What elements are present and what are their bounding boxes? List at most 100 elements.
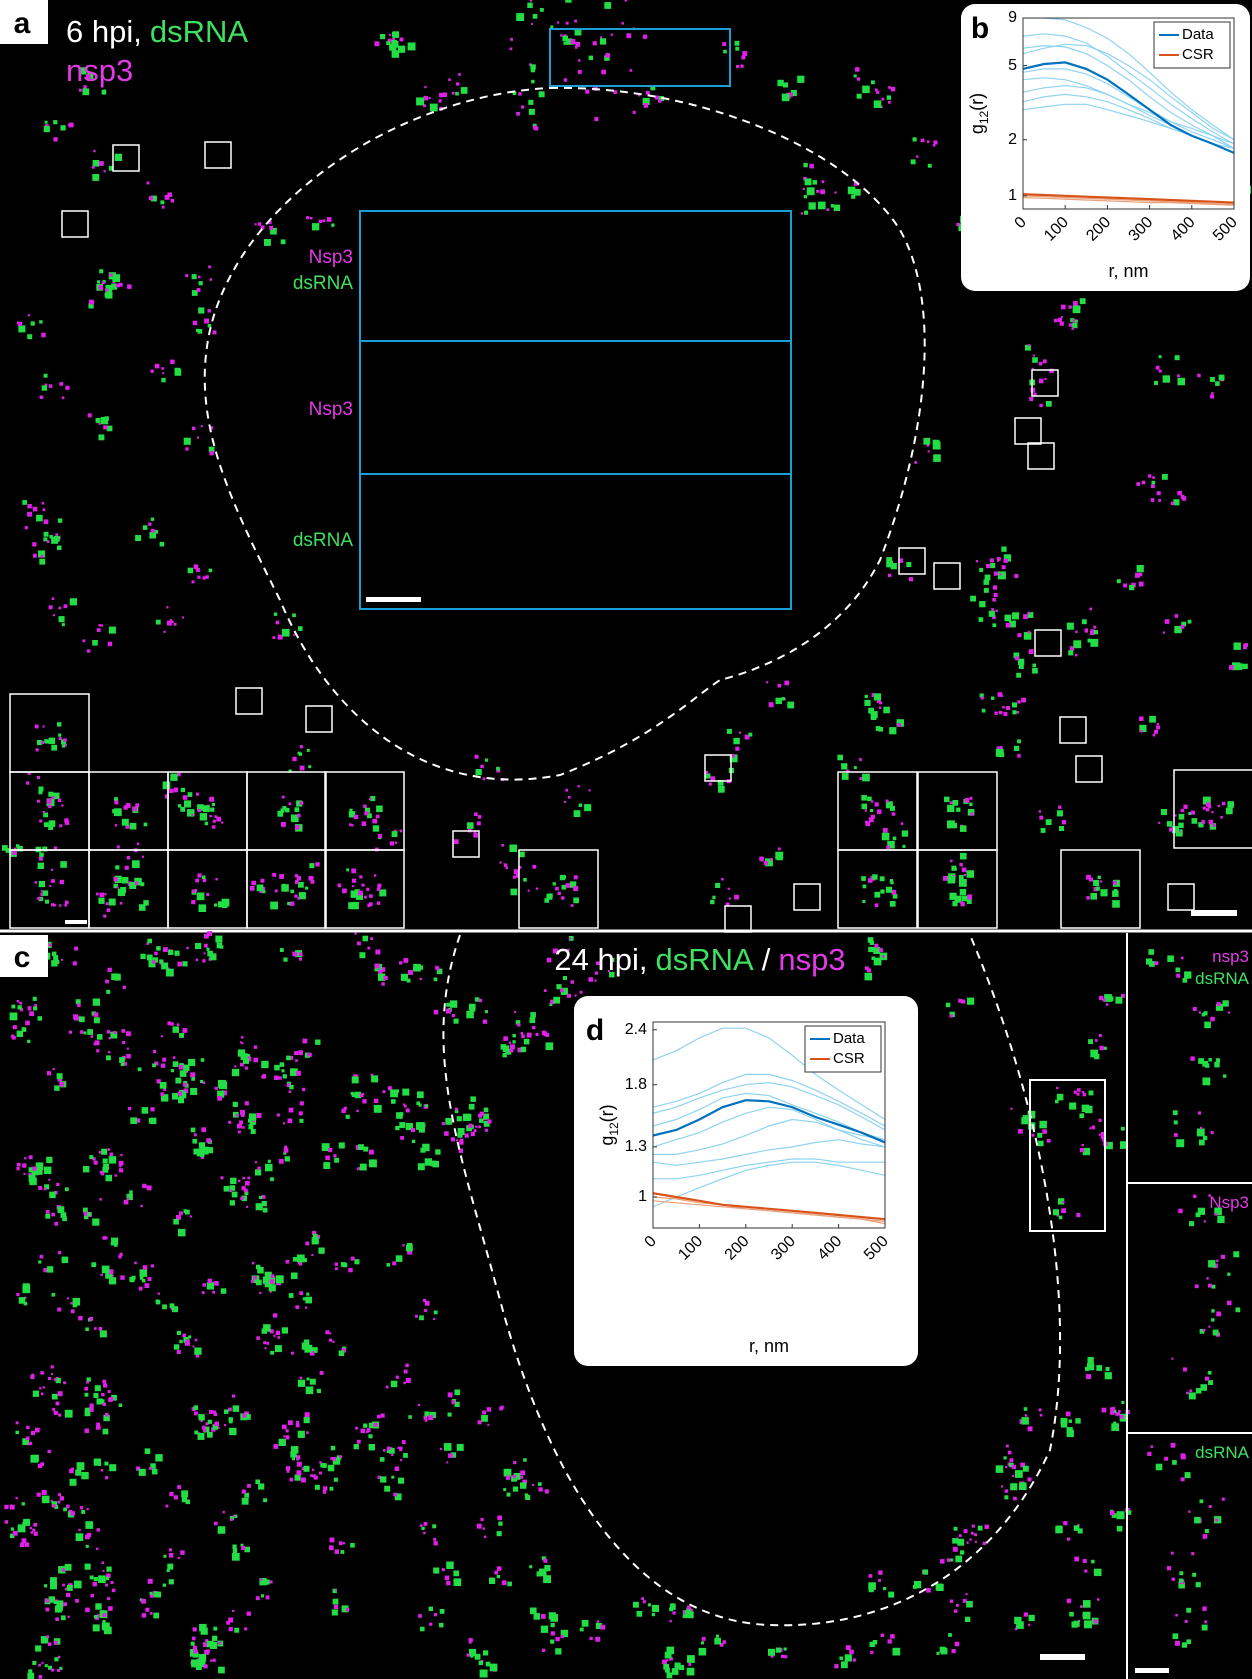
speckle xyxy=(571,39,576,44)
speckle xyxy=(1167,955,1174,962)
speckle xyxy=(70,598,77,605)
speckle xyxy=(475,1126,477,1128)
speckle xyxy=(57,1669,60,1672)
speckle xyxy=(150,1612,153,1615)
speckle xyxy=(888,1592,894,1598)
speckle xyxy=(510,48,513,51)
speckle xyxy=(192,1346,194,1348)
speckle xyxy=(514,869,519,874)
speckle xyxy=(99,269,103,273)
speckle xyxy=(69,1469,74,1474)
speckle xyxy=(893,1648,901,1656)
speckle xyxy=(71,1309,75,1313)
speckle xyxy=(395,1467,400,1472)
speckle xyxy=(36,515,43,522)
speckle xyxy=(879,707,882,710)
speckle xyxy=(1210,377,1215,382)
speckle xyxy=(39,1675,43,1679)
speckle xyxy=(68,1616,70,1618)
speckle xyxy=(400,830,403,833)
speckle xyxy=(916,155,918,157)
speckle xyxy=(39,559,45,565)
speckle xyxy=(1053,1209,1059,1215)
speckle xyxy=(307,1378,310,1381)
speckle xyxy=(375,950,380,955)
speckle xyxy=(928,164,932,168)
speckle xyxy=(760,857,765,862)
speckle xyxy=(383,1449,386,1452)
speckle xyxy=(203,1283,207,1287)
speckle xyxy=(351,1257,355,1261)
speckle xyxy=(1077,1088,1081,1092)
speckle xyxy=(210,278,213,281)
speckle xyxy=(433,1538,436,1541)
speckle xyxy=(783,82,788,87)
speckle xyxy=(87,1029,93,1035)
speckle xyxy=(525,1495,530,1500)
speckle xyxy=(991,608,994,611)
speckle xyxy=(298,882,304,888)
speckle xyxy=(38,1186,42,1190)
speckle xyxy=(1029,1615,1035,1621)
speckle xyxy=(1211,392,1213,394)
speckle xyxy=(33,1391,39,1397)
speckle xyxy=(312,1475,315,1478)
speckle xyxy=(147,939,152,944)
speckle xyxy=(99,161,104,166)
speckle xyxy=(156,1300,161,1305)
speckle xyxy=(87,1533,91,1537)
speckle xyxy=(956,223,959,226)
title-separator: / xyxy=(762,942,771,977)
y-label-sub: 12 xyxy=(977,110,991,124)
speckle xyxy=(888,86,891,89)
speckle xyxy=(1024,1407,1028,1411)
speckle xyxy=(564,801,566,803)
speckle xyxy=(944,797,950,803)
speckle xyxy=(295,807,300,812)
speckle xyxy=(1028,1426,1033,1431)
speckle xyxy=(947,820,955,828)
speckle xyxy=(296,1423,300,1427)
speckle xyxy=(240,1197,243,1200)
speckle xyxy=(51,960,57,966)
speckle xyxy=(845,1654,852,1661)
speckle xyxy=(1016,1621,1024,1629)
speckle xyxy=(282,1425,287,1430)
speckle xyxy=(91,1594,95,1598)
speckle xyxy=(399,1449,402,1452)
speckle xyxy=(212,825,215,828)
speckle xyxy=(283,1074,287,1078)
speckle xyxy=(290,890,294,894)
speckle xyxy=(1099,1046,1104,1051)
speckle xyxy=(485,759,488,762)
speckle xyxy=(323,1162,330,1169)
speckle xyxy=(784,681,789,686)
speckle xyxy=(764,861,768,865)
speckle xyxy=(91,1262,96,1267)
speckle xyxy=(295,825,300,830)
speckle xyxy=(565,0,571,3)
speckle xyxy=(48,805,52,809)
speckle xyxy=(644,103,649,108)
speckle xyxy=(594,117,598,121)
speckle xyxy=(1205,1377,1209,1381)
speckle xyxy=(702,1637,706,1641)
speckle xyxy=(805,178,812,185)
speckle xyxy=(497,1516,502,1521)
speckle xyxy=(446,1009,451,1014)
speckle xyxy=(507,1493,511,1497)
speckle xyxy=(1044,378,1046,380)
strip-label: dsRNA xyxy=(1195,969,1250,988)
speckle xyxy=(37,1169,43,1175)
speckle xyxy=(434,1010,439,1015)
speckle xyxy=(891,87,896,92)
speckle xyxy=(202,959,205,962)
speckle xyxy=(869,1574,873,1578)
speckle xyxy=(142,1613,147,1618)
speckle xyxy=(993,585,997,589)
speckle xyxy=(374,1423,378,1427)
speckle xyxy=(419,1315,424,1320)
speckle xyxy=(1156,1464,1163,1471)
speckle xyxy=(1098,876,1101,879)
speckle xyxy=(333,1599,339,1605)
